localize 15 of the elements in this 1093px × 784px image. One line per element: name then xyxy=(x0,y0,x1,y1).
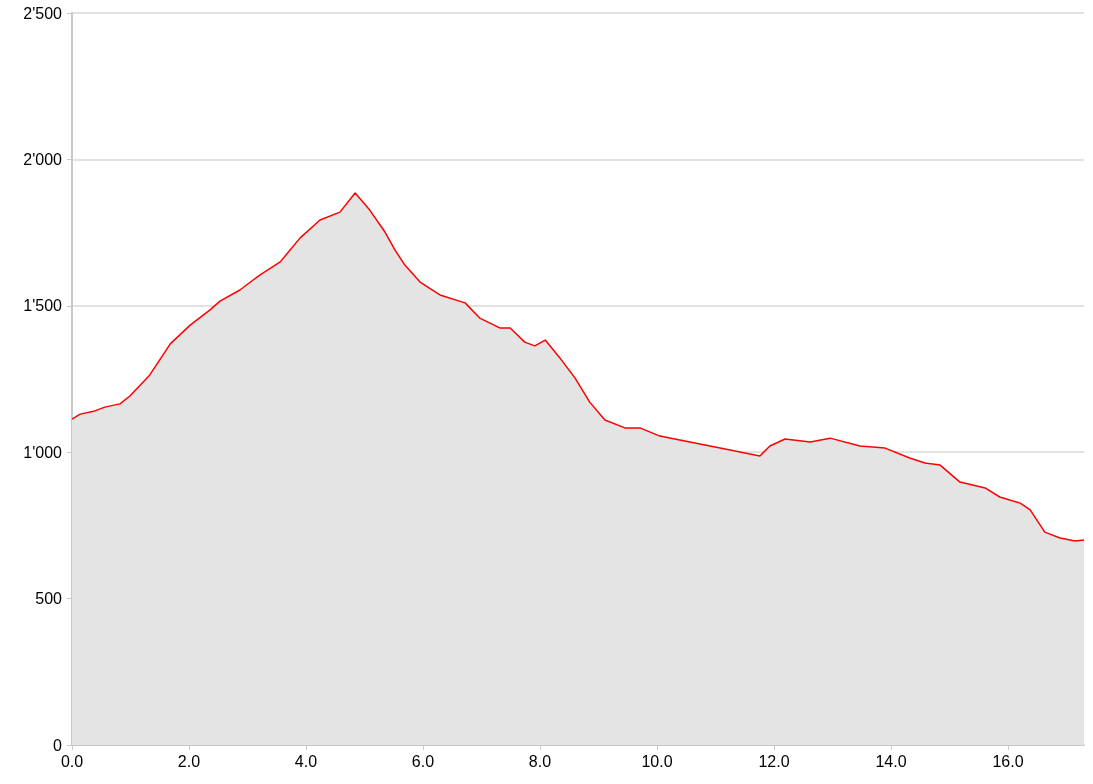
x-tick-label: 8.0 xyxy=(528,752,552,770)
x-tick-label: 0.0 xyxy=(60,752,84,770)
y-tick-label: 2'000 xyxy=(23,150,63,168)
y-tick-label: 2'500 xyxy=(23,4,63,22)
y-tick-label: 1'500 xyxy=(23,297,63,315)
x-tick-label: 6.0 xyxy=(411,752,435,770)
y-tick-label: 0 xyxy=(53,736,63,754)
x-tick-label: 12.0 xyxy=(758,752,790,770)
x-tick-label: 16.0 xyxy=(992,752,1024,770)
y-tick-label: 500 xyxy=(35,590,63,608)
x-tick-label: 10.0 xyxy=(641,752,673,770)
y-tick-label: 1'000 xyxy=(23,443,63,461)
x-tick-label: 14.0 xyxy=(875,752,907,770)
x-tick-label: 4.0 xyxy=(294,752,318,770)
x-tick-label: 2.0 xyxy=(177,752,201,770)
